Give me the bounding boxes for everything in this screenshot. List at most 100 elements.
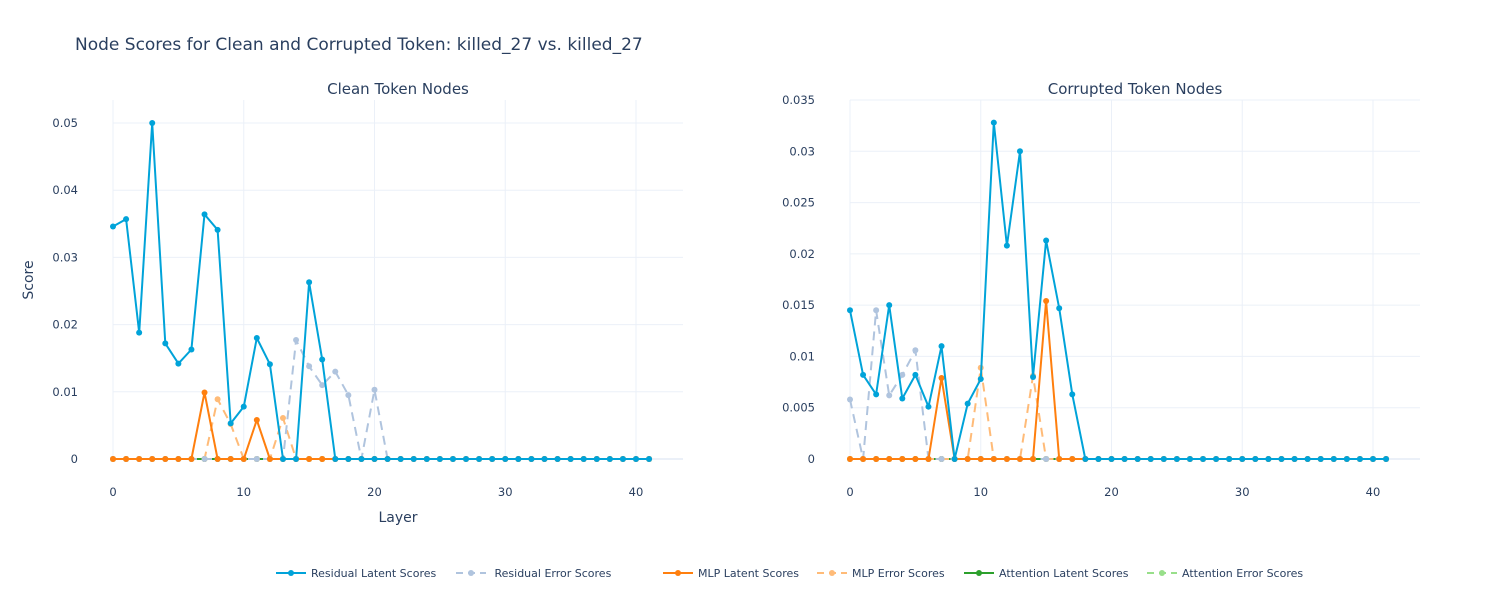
- data-point: [515, 456, 522, 462]
- data-point: [1069, 391, 1076, 398]
- data-point: [1003, 456, 1010, 462]
- x-tick-label: 10: [973, 485, 988, 499]
- data-point: [1069, 456, 1076, 462]
- data-point: [175, 360, 182, 367]
- data-point: [1252, 456, 1259, 462]
- subplot-title: Clean Token Nodes: [327, 80, 469, 98]
- data-point: [1043, 298, 1050, 305]
- data-point: [463, 456, 470, 462]
- data-point: [938, 374, 945, 381]
- data-point: [110, 223, 116, 230]
- subplot-title: Corrupted Token Nodes: [1048, 80, 1223, 98]
- y-tick-label: 0.005: [782, 401, 815, 415]
- series-residual-error-scores: [110, 337, 653, 462]
- data-point: [1043, 456, 1050, 462]
- legend-label: Residual Error Scores: [491, 567, 612, 580]
- data-point: [423, 456, 430, 462]
- x-tick-label: 40: [629, 485, 644, 499]
- data-point: [136, 456, 143, 462]
- data-point: [860, 456, 867, 462]
- data-point: [293, 456, 300, 462]
- data-point: [214, 226, 221, 233]
- data-point: [345, 456, 352, 462]
- legend-swatch-marker: [468, 570, 474, 576]
- data-point: [873, 391, 880, 398]
- data-point: [345, 392, 352, 399]
- data-point: [1173, 456, 1180, 462]
- legend-swatch-marker: [675, 570, 681, 576]
- data-point: [110, 456, 116, 462]
- y-tick-label: 0.05: [52, 116, 78, 130]
- y-tick-label: 0.035: [782, 93, 815, 107]
- y-tick-label: 0.02: [789, 247, 815, 261]
- legend-label: Attention Error Scores: [1182, 567, 1303, 580]
- y-tick-label: 0.04: [52, 183, 78, 197]
- series-residual-error-scores: [847, 307, 1390, 462]
- data-point: [1186, 456, 1193, 462]
- data-point: [1278, 456, 1285, 462]
- y-tick-label: 0: [71, 452, 78, 466]
- data-point: [1330, 456, 1337, 462]
- legend-item: MLP Latent Scores: [663, 567, 799, 580]
- data-point: [528, 456, 535, 462]
- data-point: [279, 415, 286, 422]
- data-point: [332, 456, 339, 462]
- legend-item: Residual Error Scores: [456, 567, 612, 580]
- x-axis-title: Layer: [378, 510, 417, 526]
- data-point: [1265, 456, 1272, 462]
- y-tick-label: 0.03: [789, 144, 815, 158]
- data-point: [1200, 456, 1207, 462]
- data-point: [240, 403, 247, 410]
- figure-title: Node Scores for Clean and Corrupted Toke…: [75, 35, 643, 55]
- data-point: [489, 456, 496, 462]
- data-point: [1291, 456, 1298, 462]
- data-point: [977, 375, 984, 382]
- y-tick-label: 0.03: [52, 250, 78, 264]
- data-point: [240, 456, 247, 462]
- series-line: [850, 300, 1387, 460]
- legend-label: Attention Latent Scores: [999, 567, 1129, 580]
- data-point: [293, 337, 300, 344]
- data-point: [201, 211, 208, 218]
- series-line: [112, 122, 650, 460]
- data-point: [964, 456, 971, 462]
- data-point: [964, 400, 971, 407]
- data-point: [279, 456, 286, 462]
- y-tick-label: 0.01: [789, 349, 815, 363]
- legend-label: Residual Latent Scores: [311, 567, 436, 580]
- data-point: [502, 456, 509, 462]
- x-tick-label: 30: [1235, 485, 1250, 499]
- data-point: [1030, 456, 1037, 462]
- data-point: [899, 456, 906, 462]
- series-mlp-latent-scores: [847, 298, 1390, 462]
- data-point: [476, 456, 483, 462]
- data-point: [886, 302, 893, 309]
- x-tick-label: 40: [1366, 485, 1381, 499]
- y-axis-title: Score: [21, 260, 37, 299]
- data-point: [646, 456, 653, 462]
- data-point: [925, 456, 932, 462]
- data-point: [606, 456, 613, 462]
- data-point: [1147, 456, 1154, 462]
- data-point: [1160, 456, 1167, 462]
- data-point: [214, 396, 221, 403]
- data-point: [449, 456, 456, 462]
- data-point: [938, 343, 945, 350]
- data-point: [580, 456, 587, 462]
- data-point: [860, 371, 867, 378]
- data-point: [410, 456, 417, 462]
- series-mlp-error-scores: [847, 364, 1390, 462]
- data-point: [1043, 237, 1050, 244]
- data-point: [201, 456, 208, 462]
- legend-swatch-marker: [288, 570, 294, 576]
- data-point: [1016, 148, 1023, 155]
- legend-label: MLP Error Scores: [852, 567, 945, 580]
- data-point: [227, 420, 234, 427]
- data-point: [306, 279, 313, 286]
- data-point: [319, 356, 326, 363]
- data-point: [214, 456, 221, 462]
- data-point: [1095, 456, 1102, 462]
- x-tick-label: 30: [498, 485, 513, 499]
- x-tick-label: 10: [236, 485, 251, 499]
- series-residual-latent-scores: [847, 119, 1390, 462]
